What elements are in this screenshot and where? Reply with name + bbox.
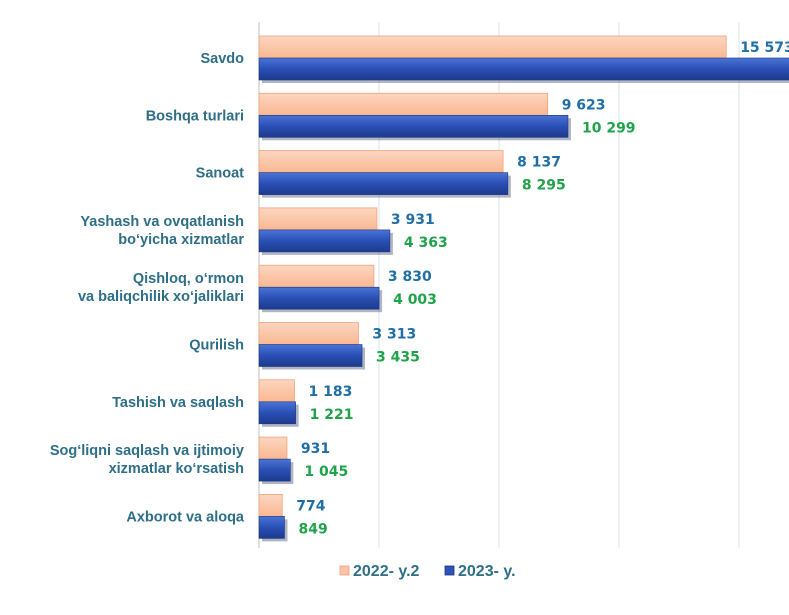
bar-2022 xyxy=(258,493,283,517)
bar-2023 xyxy=(258,172,509,195)
value-label-2022: 3 931 xyxy=(391,212,435,228)
bars xyxy=(258,35,789,542)
bar-2023 xyxy=(258,401,296,425)
category-label: Savdo xyxy=(200,51,244,67)
value-label-2023: 849 xyxy=(298,521,327,537)
value-label-2023: 4 003 xyxy=(393,292,437,308)
bar-2023 xyxy=(258,516,285,539)
value-label-2023: 3 435 xyxy=(376,350,420,366)
legend-label: 2023- y. xyxy=(458,563,516,580)
value-label-2023: 8 295 xyxy=(522,178,566,194)
bar-2023 xyxy=(258,286,380,310)
category-label: Axborot va aloqa xyxy=(126,509,245,525)
bar-2023 xyxy=(258,344,363,367)
category-label: Boshqa turlari xyxy=(146,108,244,124)
value-label-2022: 774 xyxy=(296,498,325,514)
bar-2023 xyxy=(258,115,569,138)
value-label-2022: 3 830 xyxy=(388,269,432,285)
value-label-2022: 9 623 xyxy=(562,97,606,113)
value-label-2022: 15 573 xyxy=(740,40,789,56)
legend-swatch xyxy=(444,565,455,576)
value-label-2022: 3 313 xyxy=(372,327,416,343)
value-label-2023: 4 363 xyxy=(404,235,448,251)
value-label-2022: 8 137 xyxy=(517,155,561,171)
category-label: Sog‘liqni saqlash va ijtimoiy xizmatlar k… xyxy=(50,443,244,477)
value-label-2023: 1 045 xyxy=(304,464,348,480)
value-label-2023: 1 221 xyxy=(310,407,354,423)
bar-2023 xyxy=(258,458,291,482)
bar-2022 xyxy=(258,436,288,460)
bar-2022 xyxy=(258,150,504,174)
category-label: Qurilish xyxy=(189,338,244,354)
value-label-2023: 10 299 xyxy=(582,120,636,136)
bar-2023 xyxy=(258,57,789,81)
value-label-2022: 931 xyxy=(301,441,330,457)
bar-2022 xyxy=(258,92,549,116)
bar-2022 xyxy=(258,35,727,59)
category-label: Qishloq, o‘rmon va baliqchilik xo‘jalikla… xyxy=(78,271,244,305)
bar-2022 xyxy=(258,264,375,288)
bar-2022 xyxy=(258,322,359,345)
category-labels: Savdo Boshqa turlari Sanoat Yashash va ovqa… xyxy=(50,51,245,525)
legend-label: 2022- y.2 xyxy=(353,563,420,580)
bar-2022 xyxy=(258,207,378,231)
bar-2022 xyxy=(258,379,295,403)
value-label-2022: 1 183 xyxy=(308,384,352,400)
bar-2023 xyxy=(258,229,391,253)
category-label: Tashish va saqlash xyxy=(112,395,244,411)
category-label: Yashash va ovqatlanish bo‘yicha xizmatlar xyxy=(80,214,244,248)
legend: 2022- y.2 2023- y. xyxy=(339,563,516,580)
category-label: Sanoat xyxy=(196,166,245,182)
legend-swatch xyxy=(339,565,350,576)
